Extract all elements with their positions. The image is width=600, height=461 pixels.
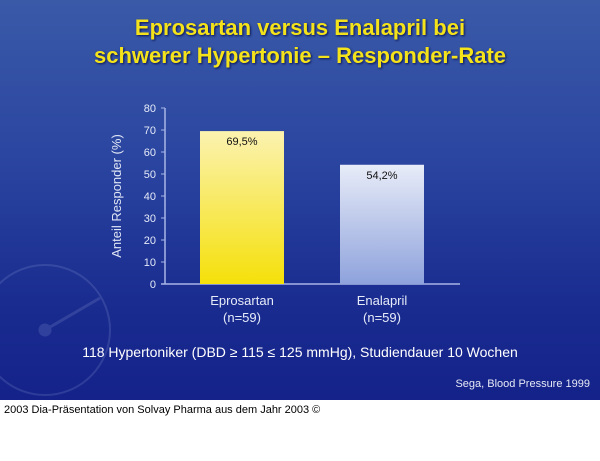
title-line-2: schwerer Hypertonie – Responder-Rate	[93, 43, 507, 68]
y-tick-label: 60	[144, 147, 156, 159]
study-note: 118 Hypertoniker (DBD ≥ 115 ≤ 125 mmHg),…	[82, 344, 518, 360]
slide-title: Eprosartan versus Enalapril bei schwerer…	[0, 14, 600, 70]
gauge-decoration	[0, 264, 111, 396]
footer-caption: 2003 Dia-Präsentation von Solvay Pharma …	[4, 404, 321, 416]
bar-eprosartan	[200, 131, 284, 284]
x-category-sublabel: (n=59)	[223, 310, 261, 325]
y-tick-label: 30	[144, 213, 156, 225]
bar-enalapril	[340, 164, 424, 284]
y-axis-label: Anteil Responder (%)	[109, 134, 124, 258]
y-tick-label: 20	[144, 235, 156, 247]
y-tick-label: 80	[144, 103, 156, 115]
data-label: 69,5%	[226, 136, 257, 148]
y-tick-label: 70	[144, 125, 156, 137]
source-citation: Sega, Blood Pressure 1999	[455, 378, 590, 390]
y-tick-label: 10	[144, 257, 156, 269]
y-tick-label: 50	[144, 169, 156, 181]
y-tick-label: 0	[150, 279, 156, 291]
x-category-label: Enalapril	[357, 293, 408, 308]
data-label: 54,2%	[366, 170, 397, 182]
x-category-sublabel: (n=59)	[363, 310, 401, 325]
y-tick-label: 40	[144, 191, 156, 203]
bar-chart: Anteil Responder (%) 0 10 20 30 40 50 60 70 80 69…	[109, 103, 460, 325]
slide: Eprosartan versus Enalapril bei schwerer…	[0, 0, 600, 400]
x-category-label: Eprosartan	[210, 293, 274, 308]
title-line-1: Eprosartan versus Enalapril bei	[134, 15, 466, 40]
